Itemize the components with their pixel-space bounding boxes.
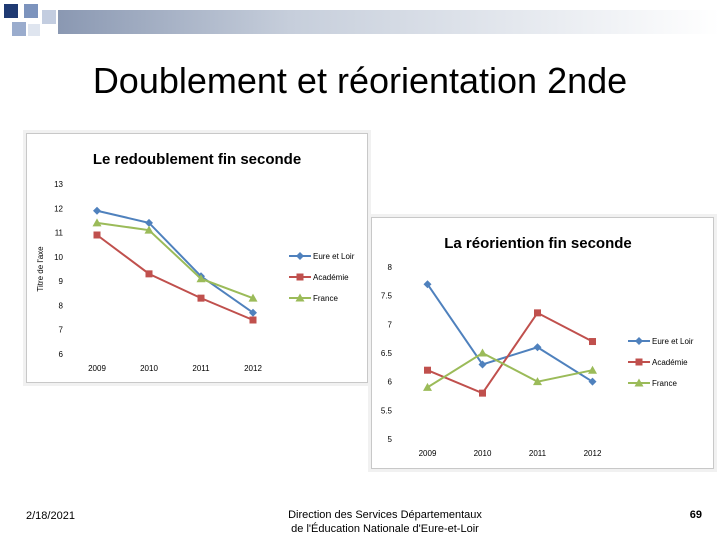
redoublement-point-france — [196, 274, 206, 283]
reorientation-point-academie — [534, 309, 541, 317]
reorientation-series-academie — [424, 309, 596, 397]
redoublement-title: Le redoublement fin seconde — [93, 151, 301, 168]
reorientation-series-eure-et-loir — [423, 280, 597, 386]
footer-organization: Direction des Services Départementaux de… — [255, 508, 515, 536]
reorientation-point-france — [423, 382, 432, 391]
footer-organization-line-2: de l'Éducation Nationale d'Eure-et-Loir — [291, 523, 479, 535]
redoublement-y-tick-label: 13 — [54, 180, 63, 189]
reorientation-y-tick-label: 6 — [388, 378, 393, 387]
legend-label-academie: Académie — [652, 358, 688, 367]
redoublement-point-france — [92, 218, 102, 227]
reorientation-chart-svg: La réoriention fin seconde 5 5.5 6 6.5 7 7.5 8 2… — [381, 235, 694, 458]
reorientation-line-eure-et-loir — [426, 283, 594, 383]
reorientation-point-france — [478, 348, 487, 357]
reorientation-legend: Eure et Loir Académie France — [628, 337, 694, 388]
reorientation-y-tick-label: 5 — [388, 435, 393, 444]
reorientation-point-academie — [589, 338, 596, 346]
redoublement-y-tick-label: 8 — [59, 301, 64, 310]
reorientation-y-axis: 5 5.5 6 6.5 7 7.5 8 — [381, 263, 393, 444]
redoublement-series-academie — [93, 231, 257, 324]
reorientation-point-academie — [479, 389, 486, 397]
redoublement-y-tick-label: 12 — [54, 204, 63, 213]
reorientation-chart: La réoriention fin seconde 5 5.5 6 6.5 7 7.5 8 2… — [371, 217, 714, 469]
legend-label-france: France — [652, 379, 677, 388]
redoublement-x-tick-label: 2011 — [192, 364, 210, 373]
redoublement-y-axis-label: Titre de l'axe — [36, 246, 45, 292]
redoublement-point-eure-et-loir — [249, 308, 257, 317]
reorientation-series-france — [423, 348, 597, 391]
reorientation-x-tick-label: 2012 — [584, 449, 602, 458]
redoublement-point-academie — [249, 316, 257, 324]
redoublement-series-france — [92, 218, 258, 302]
reorientation-x-tick-label: 2011 — [529, 449, 547, 458]
redoublement-y-tick-label: 6 — [59, 350, 64, 359]
reorientation-y-tick-label: 6.5 — [381, 349, 393, 358]
reorientation-point-france — [533, 377, 542, 386]
redoublement-y-tick-label: 9 — [59, 277, 64, 286]
redoublement-chart-svg: Le redoublement fin seconde Titre de l'ax… — [36, 151, 355, 373]
reorientation-point-eure-et-loir — [478, 360, 487, 369]
legend-marker-france — [295, 293, 305, 302]
redoublement-line-academie — [96, 234, 254, 321]
legend-label-eure-et-loir: Eure et Loir — [652, 337, 694, 346]
redoublement-point-academie — [197, 294, 205, 302]
legend-marker-eure-et-loir — [296, 252, 304, 260]
legend-marker-eure-et-loir — [635, 337, 643, 345]
reorientation-x-tick-label: 2010 — [474, 449, 492, 458]
legend-label-academie: Académie — [313, 273, 349, 282]
reorientation-point-eure-et-loir — [588, 377, 597, 386]
reorientation-point-academie — [424, 366, 431, 374]
redoublement-line-france — [96, 221, 254, 300]
footer-organization-line-1: Direction des Services Départementaux — [288, 509, 482, 521]
redoublement-point-france — [248, 293, 258, 302]
redoublement-x-tick-label: 2012 — [244, 364, 262, 373]
legend-marker-france — [634, 378, 644, 387]
redoublement-x-tick-label: 2009 — [88, 364, 106, 373]
reorientation-point-france — [588, 365, 597, 374]
legend-marker-academie — [296, 273, 304, 281]
redoublement-line-eure-et-loir — [96, 209, 254, 314]
redoublement-x-axis: 2009 2010 2011 2012 — [88, 364, 262, 373]
redoublement-point-academie — [145, 270, 153, 278]
redoublement-legend: Eure et Loir Académie France — [289, 252, 355, 303]
redoublement-y-tick-label: 11 — [55, 229, 64, 238]
reorientation-title: La réoriention fin seconde — [444, 235, 632, 252]
reorientation-x-axis: 2009 2010 2011 2012 — [419, 449, 602, 458]
reorientation-y-tick-label: 7.5 — [381, 292, 393, 301]
reorientation-line-academie — [427, 311, 593, 395]
reorientation-point-eure-et-loir — [423, 280, 432, 289]
reorientation-x-tick-label: 2009 — [419, 449, 437, 458]
reorientation-y-tick-label: 8 — [388, 263, 393, 272]
redoublement-point-eure-et-loir — [145, 218, 153, 227]
reorientation-point-eure-et-loir — [533, 343, 542, 352]
redoublement-y-tick-label: 10 — [54, 253, 63, 262]
redoublement-point-eure-et-loir — [93, 206, 101, 215]
decorative-header-bar — [4, 4, 720, 36]
reorientation-y-tick-label: 5.5 — [381, 406, 393, 415]
legend-label-france: France — [313, 294, 338, 303]
reorientation-line-france — [426, 351, 593, 389]
redoublement-series-eure-et-loir — [93, 206, 257, 317]
redoublement-point-academie — [93, 231, 101, 239]
redoublement-chart: Le redoublement fin seconde Titre de l'ax… — [26, 133, 368, 383]
legend-label-eure-et-loir: Eure et Loir — [313, 252, 355, 261]
page-number: 69 — [689, 509, 702, 521]
slide-title: Doublement et réorientation 2nde — [92, 60, 628, 101]
footer-date: 2/18/2021 — [26, 510, 75, 522]
redoublement-y-axis: 6 7 8 9 10 11 12 13 — [54, 180, 63, 359]
redoublement-x-tick-label: 2010 — [140, 364, 158, 373]
reorientation-y-tick-label: 7 — [388, 320, 393, 329]
redoublement-y-tick-label: 7 — [59, 326, 64, 335]
legend-marker-academie — [635, 358, 643, 366]
redoublement-point-france — [144, 225, 154, 234]
